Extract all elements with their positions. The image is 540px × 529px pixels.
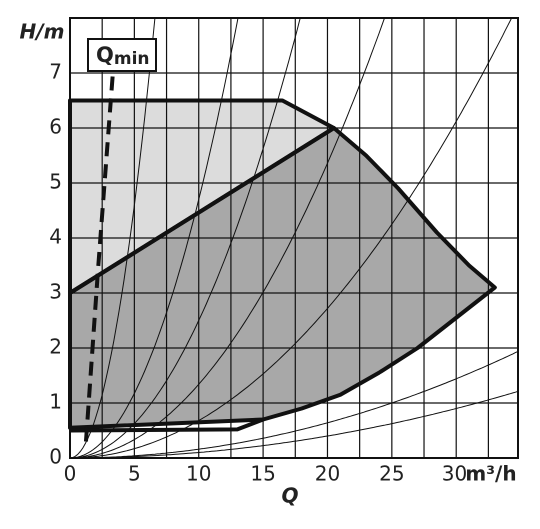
plot-frame: [69, 17, 519, 459]
y-tick-label: 4: [49, 225, 62, 249]
y-tick-label: 7: [49, 60, 62, 84]
y-axis-label: H/m: [20, 20, 65, 44]
system-curve: [70, 18, 386, 458]
min-curve: [69, 417, 264, 433]
qmin-label: Qmin: [96, 43, 150, 69]
system-curve: [70, 18, 156, 458]
qmin-sub: min: [114, 49, 150, 69]
y-tick-label: 5: [49, 170, 62, 194]
x-tick-label: 5: [128, 462, 141, 486]
system-curve: [70, 350, 518, 458]
y-tick-label: 2: [49, 335, 62, 359]
operating-area: [70, 100, 334, 293]
x-tick-label: 25: [379, 462, 404, 486]
qmin-q: Q: [96, 43, 114, 67]
system-curve: [70, 390, 518, 458]
y-tick-label: 1: [49, 390, 62, 414]
system-curve: [70, 18, 301, 458]
system-curve: [70, 18, 239, 458]
y-tick-label: 0: [49, 445, 62, 469]
x-tick-label: 10: [186, 462, 211, 486]
x-tick-label: 30: [442, 462, 467, 486]
operating-area: [70, 128, 495, 428]
y-tick-label: 3: [49, 280, 62, 304]
x-unit: m³/h: [465, 462, 516, 486]
x-tick-label: 15: [250, 462, 275, 486]
x-tick-label: 20: [315, 462, 340, 486]
qmin-box: [87, 38, 157, 72]
operating-area-outline: [68, 126, 497, 430]
qmin-line: [83, 72, 115, 442]
x-tick-label: 0: [64, 462, 77, 486]
system-curve: [70, 18, 513, 458]
y-tick-label: 6: [49, 115, 62, 139]
x-axis-label: Q: [281, 484, 298, 508]
